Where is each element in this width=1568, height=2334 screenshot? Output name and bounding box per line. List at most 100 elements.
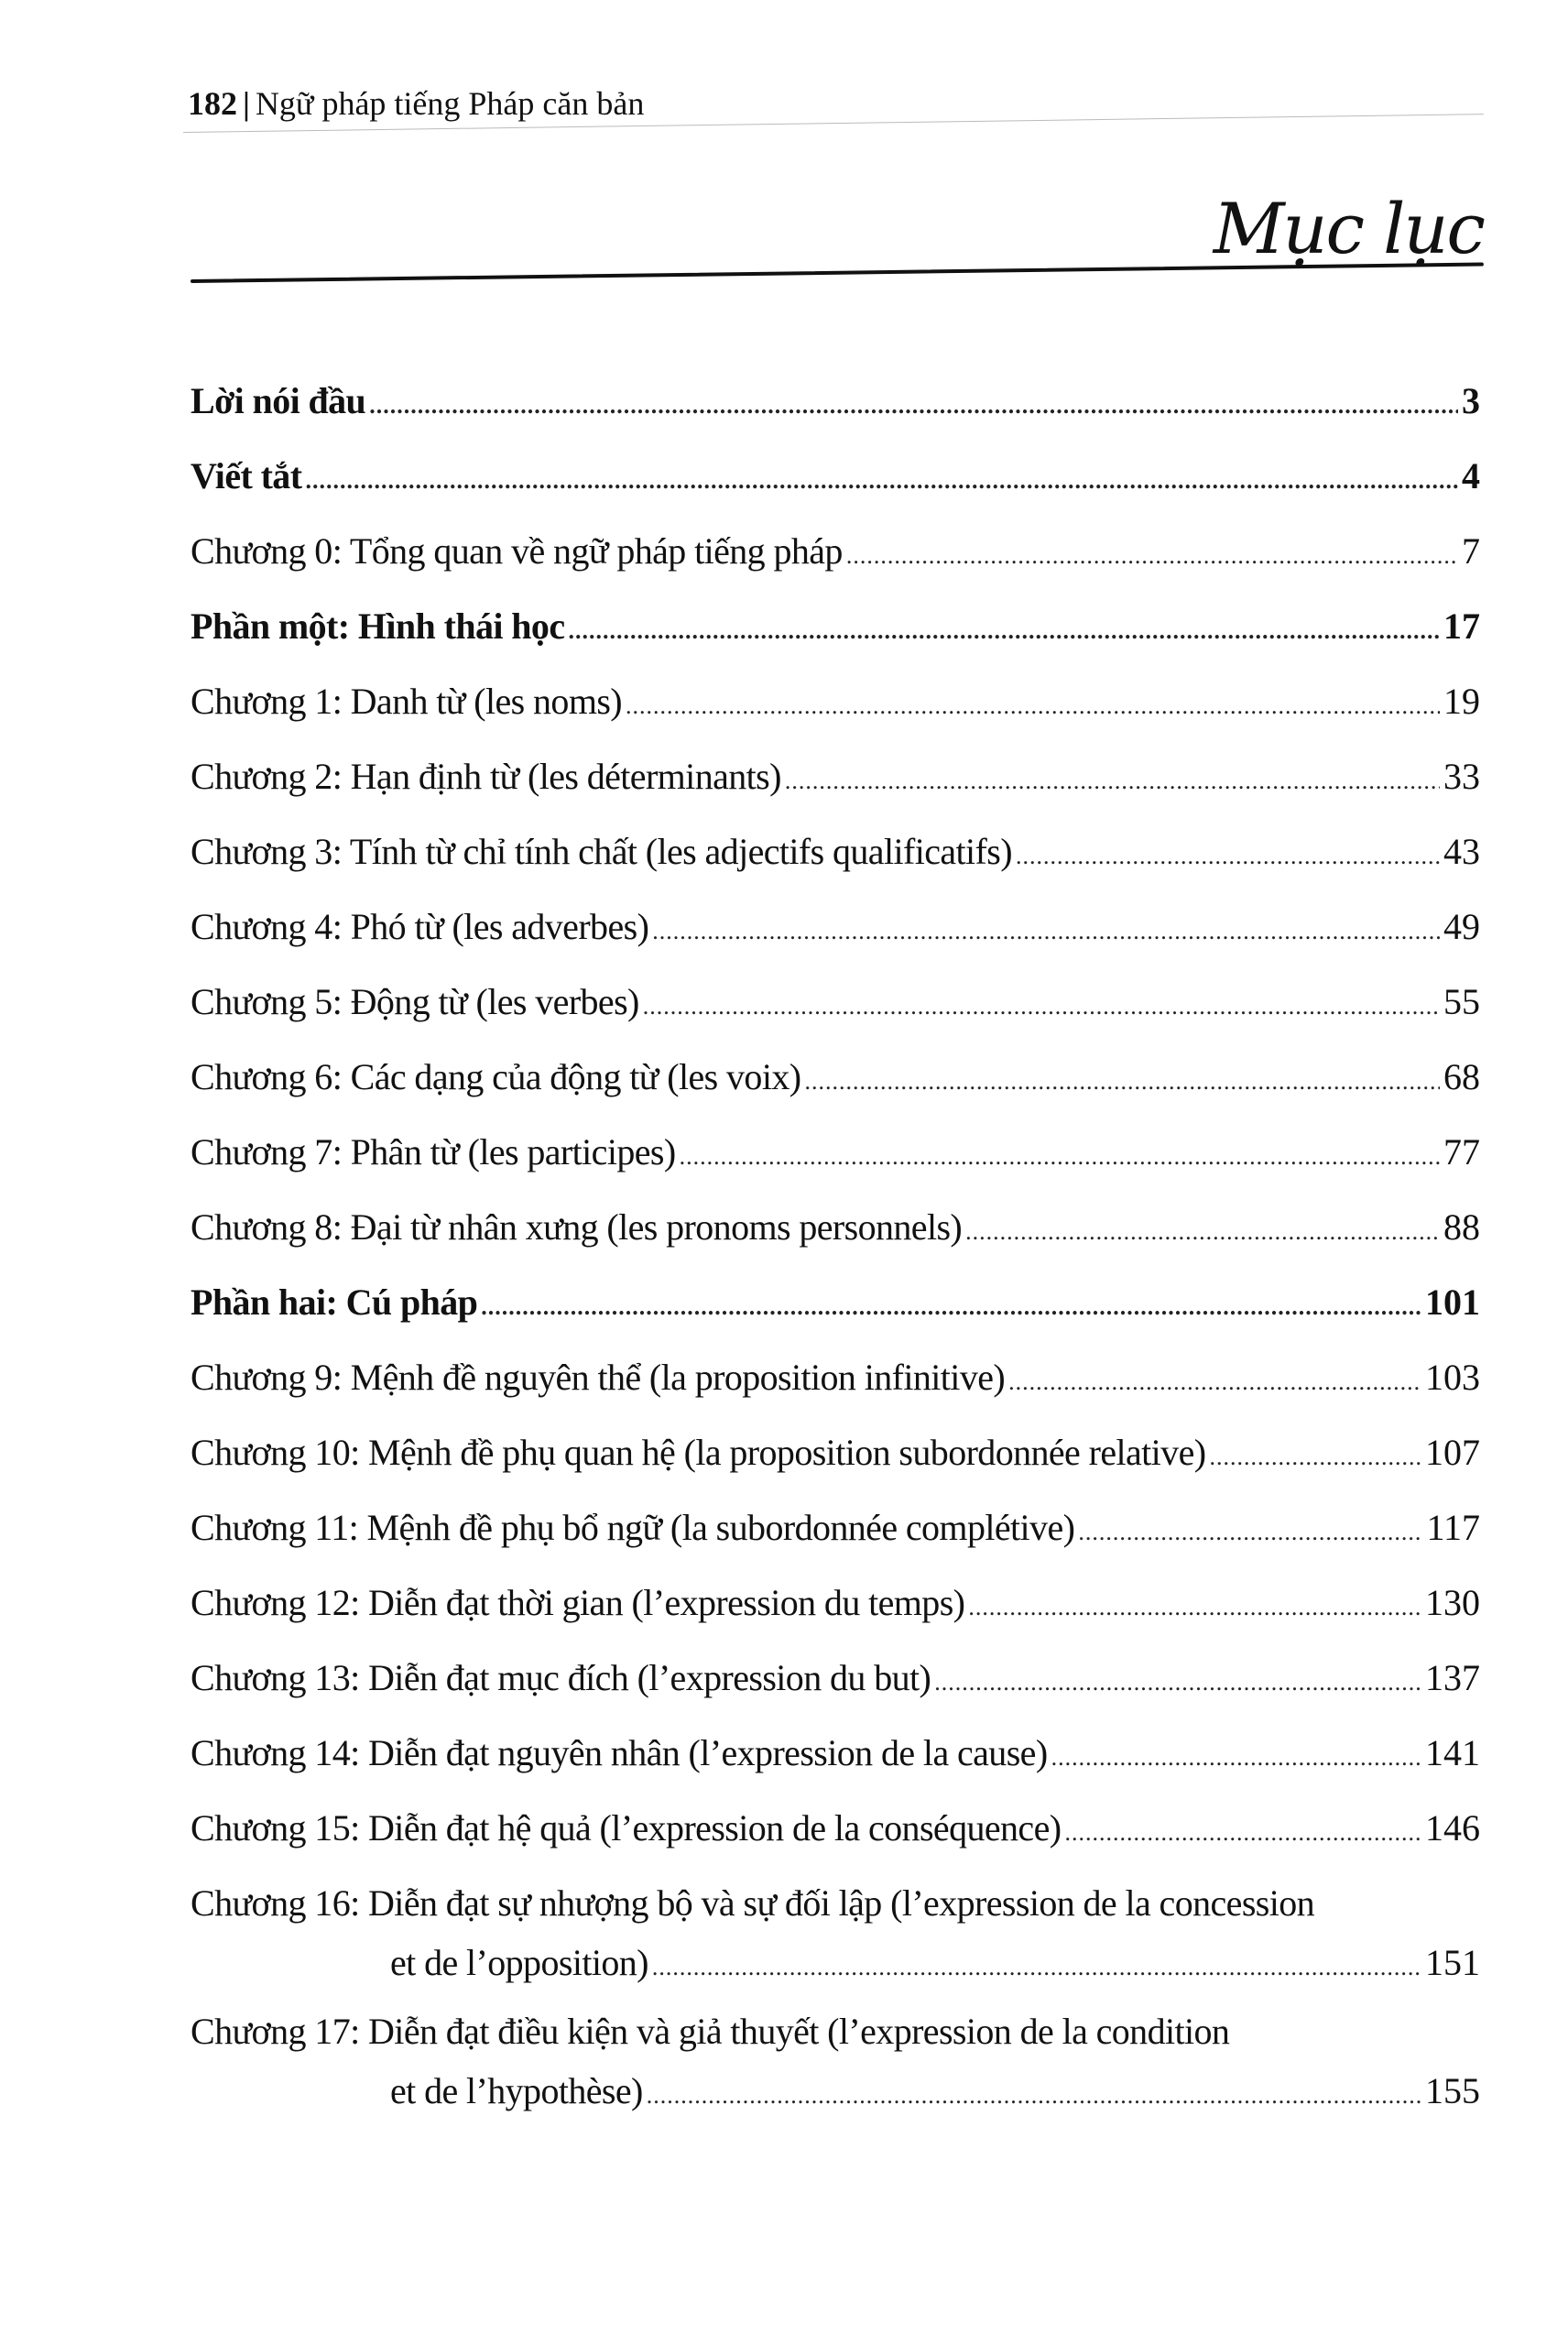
toc-entry-page: 117 (1426, 1507, 1480, 1548)
toc-entry-line: Chương 0: Tổng quan về ngữ pháp tiếng ph… (191, 529, 1480, 577)
toc-entry-page: 19 (1443, 681, 1480, 722)
toc-entry-page: 33 (1443, 756, 1480, 797)
toc-entry-page: 137 (1425, 1657, 1480, 1698)
dot-leader (569, 617, 1441, 645)
dot-leader (652, 918, 1440, 945)
toc-entry-label: Chương 9: Mệnh đề nguyên thể (la proposi… (191, 1357, 1006, 1398)
dot-leader (1064, 1819, 1421, 1847)
toc-entry-page: 151 (1425, 1942, 1480, 1983)
toc-entry[interactable]: Chương 12: Diễn đạt thời gian (l’express… (191, 1581, 1480, 1656)
toc-entry-page: 17 (1443, 605, 1480, 647)
toc-entry-page: 68 (1443, 1056, 1480, 1097)
toc-entry-label: Phần hai: Cú pháp (191, 1282, 478, 1323)
toc-entry-label: Lời nói đầu (191, 380, 366, 421)
toc-entry-label: Chương 14: Diễn đạt nguyên nhân (l’expre… (191, 1732, 1048, 1773)
dot-leader (934, 1669, 1421, 1696)
toc-entry-page: 141 (1425, 1732, 1480, 1773)
toc-entry-line: Chương 12: Diễn đạt thời gian (l’express… (191, 1581, 1480, 1629)
toc-entry[interactable]: Chương 7: Phân từ (les participes) 77 (191, 1130, 1480, 1205)
toc-entry[interactable]: Chương 9: Mệnh đề nguyên thể (la proposi… (191, 1356, 1480, 1431)
running-header: 182 | Ngữ pháp tiếng Pháp căn bản (188, 84, 644, 123)
dot-leader (369, 392, 1458, 420)
toc-entry-label: Chương 7: Phân từ (les participes) (191, 1131, 676, 1172)
toc-entry-line: Chương 6: Các dạng của động từ (les voix… (191, 1055, 1480, 1103)
toc-entry[interactable]: Chương 15: Diễn đạt hệ quả (l’expression… (191, 1806, 1480, 1881)
toc-entry-line: Chương 13: Diễn đạt mục đích (l’expressi… (191, 1656, 1480, 1704)
toc-entry[interactable]: Chương 5: Động từ (les verbes) 55 (191, 980, 1480, 1055)
toc-entry[interactable]: Lời nói đầu 3 (191, 379, 1480, 454)
toc-entry[interactable]: Phần một: Hình thái học 17 (191, 605, 1480, 680)
toc-entry-label: Chương 11: Mệnh đề phụ bổ ngữ (la subord… (191, 1507, 1075, 1548)
toc-entry-line: Lời nói đầu 3 (191, 379, 1480, 427)
toc-entry-line: Chương 9: Mệnh đề nguyên thể (la proposi… (191, 1356, 1480, 1403)
toc-entry-continuation-line: et de l’opposition) 151 (390, 1941, 1480, 1989)
toc-entry-label: Chương 12: Diễn đạt thời gian (l’express… (191, 1582, 965, 1623)
dot-leader (1016, 843, 1440, 870)
toc-entry[interactable]: Chương 4: Phó từ (les adverbes) 49 (191, 905, 1480, 980)
toc-entry-label: Chương 17: Diễn đạt điều kiện và giả thu… (191, 2011, 1230, 2052)
toc-entry-label: Chương 13: Diễn đạt mục đích (l’expressi… (191, 1657, 931, 1698)
toc-entry-line: Chương 14: Diễn đạt nguyên nhân (l’expre… (191, 1731, 1480, 1779)
toc-entry[interactable]: Chương 10: Mệnh đề phụ quan hệ (la propo… (191, 1431, 1480, 1506)
toc-entry[interactable]: Chương 2: Hạn định từ (les déterminants)… (191, 755, 1480, 830)
toc-entry-page: 155 (1425, 2070, 1480, 2111)
toc-entry[interactable]: Chương 8: Đại từ nhân xưng (les pronoms … (191, 1205, 1480, 1281)
toc-entry-label: Chương 1: Danh từ (les noms) (191, 681, 623, 722)
toc-entry-page: 55 (1443, 981, 1480, 1022)
toc-entry[interactable]: Chương 3: Tính từ chỉ tính chất (les adj… (191, 830, 1480, 905)
dot-leader (804, 1068, 1440, 1096)
dot-leader (1008, 1369, 1421, 1396)
page-title: Mục lục (1213, 188, 1486, 269)
toc-entry[interactable]: Chương 17: Diễn đạt điều kiện và giả thu… (191, 2010, 1480, 2138)
toc-entry[interactable]: Chương 1: Danh từ (les noms) 19 (191, 680, 1480, 755)
toc-entry-line: Chương 3: Tính từ chỉ tính chất (les adj… (191, 830, 1480, 878)
toc-entry[interactable]: Chương 14: Diễn đạt nguyên nhân (l’expre… (191, 1731, 1480, 1806)
dot-leader (846, 542, 1458, 570)
toc-entry[interactable]: Chương 16: Diễn đạt sự nhượng bộ và sự đ… (191, 1881, 1480, 2010)
dot-leader (626, 693, 1440, 720)
toc-entry-page: 4 (1462, 455, 1480, 496)
toc-entry-line: Chương 4: Phó từ (les adverbes) 49 (191, 905, 1480, 953)
toc-entry-page: 77 (1443, 1131, 1480, 1172)
toc-entry-label: Chương 4: Phó từ (les adverbes) (191, 906, 649, 947)
toc-entry[interactable]: Viết tắt 4 (191, 454, 1480, 529)
toc-entry-line: Phần hai: Cú pháp 101 (191, 1281, 1480, 1328)
toc-entry-line: Chương 8: Đại từ nhân xưng (les pronoms … (191, 1205, 1480, 1253)
toc-entry-label: Chương 16: Diễn đạt sự nhượng bộ và sự đ… (191, 1882, 1315, 1924)
toc-entry-label: Chương 3: Tính từ chỉ tính chất (les adj… (191, 831, 1013, 872)
dot-leader (965, 1218, 1440, 1246)
toc-entry-line: Phần một: Hình thái học 17 (191, 605, 1480, 652)
dot-leader (647, 2082, 1421, 2110)
toc-entry-page: 49 (1443, 906, 1480, 947)
toc-entry-label: Chương 10: Mệnh đề phụ quan hệ (la propo… (191, 1432, 1206, 1473)
page-number: 182 (188, 85, 237, 122)
toc-entry[interactable]: Chương 6: Các dạng của động từ (les voix… (191, 1055, 1480, 1130)
toc-entry-label: Chương 8: Đại từ nhân xưng (les pronoms … (191, 1206, 963, 1248)
toc-entry-continuation: et de l’opposition) (390, 1942, 648, 1983)
toc-entry-line: Chương 2: Hạn định từ (les déterminants)… (191, 755, 1480, 802)
toc-entry[interactable]: Chương 13: Diễn đạt mục đích (l’expressi… (191, 1656, 1480, 1731)
toc-entry-line: Chương 5: Động từ (les verbes) 55 (191, 980, 1480, 1028)
dot-leader (785, 768, 1440, 795)
toc-entry-line: Chương 7: Phân từ (les participes) 77 (191, 1130, 1480, 1178)
book-title: Ngữ pháp tiếng Pháp căn bản (255, 85, 645, 122)
dot-leader (643, 993, 1440, 1020)
toc-entry[interactable]: Chương 0: Tổng quan về ngữ pháp tiếng ph… (191, 529, 1480, 605)
toc-entry[interactable]: Phần hai: Cú pháp 101 (191, 1281, 1480, 1356)
toc-entry-line: Chương 11: Mệnh đề phụ bổ ngữ (la subord… (191, 1506, 1480, 1554)
toc-entry-line: Chương 10: Mệnh đề phụ quan hệ (la propo… (191, 1431, 1480, 1478)
toc-entry-line: Chương 15: Diễn đạt hệ quả (l’expression… (191, 1806, 1480, 1854)
dot-leader (1051, 1744, 1421, 1772)
toc-entry[interactable]: Chương 11: Mệnh đề phụ bổ ngữ (la subord… (191, 1506, 1480, 1581)
toc-entry-page: 7 (1462, 530, 1480, 572)
table-of-contents: Lời nói đầu 3 Viết tắt 4 Chương 0: Tổng quan… (191, 379, 1480, 2138)
dot-leader (305, 467, 1458, 495)
toc-entry-page: 146 (1425, 1807, 1480, 1849)
title-rule (190, 262, 1484, 283)
toc-entry-line: Chương 1: Danh từ (les noms) 19 (191, 680, 1480, 727)
toc-entry-page: 88 (1443, 1206, 1480, 1248)
toc-entry-page: 43 (1443, 831, 1480, 872)
header-separator: | (243, 85, 250, 122)
toc-entry-page: 130 (1425, 1582, 1480, 1623)
dot-leader (481, 1293, 1421, 1321)
